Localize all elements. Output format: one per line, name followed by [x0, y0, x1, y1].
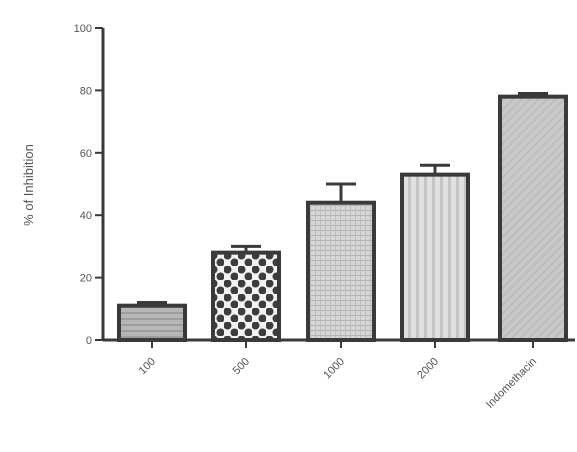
y-tick-label: 20: [80, 273, 92, 285]
x-category-label: 1000: [321, 356, 347, 382]
y-tick-label: 0: [86, 335, 92, 347]
bars: [117, 94, 568, 342]
x-category-label: 500: [231, 356, 252, 377]
y-axis: 0 20 40 60 80 100: [74, 23, 105, 347]
y-tick-label: 60: [80, 148, 92, 160]
category-labels: 100 500 1000 2000 Indomethacin: [137, 356, 539, 411]
y-tick-label: 40: [80, 210, 92, 222]
x-category-label: 2000: [415, 356, 441, 382]
y-tick-label: 80: [80, 85, 92, 97]
x-category-label: 100: [137, 356, 158, 377]
bar-1: [117, 303, 187, 342]
y-axis-title: % of Inhibition: [21, 144, 36, 226]
bar-4: [400, 172, 470, 342]
error-bars: [137, 92, 548, 306]
y-tick-label: 100: [74, 23, 92, 35]
bar-3: [306, 200, 376, 342]
bar-5: [498, 94, 568, 342]
x-category-label: Indomethacin: [484, 356, 539, 411]
bar-2: [211, 250, 281, 342]
